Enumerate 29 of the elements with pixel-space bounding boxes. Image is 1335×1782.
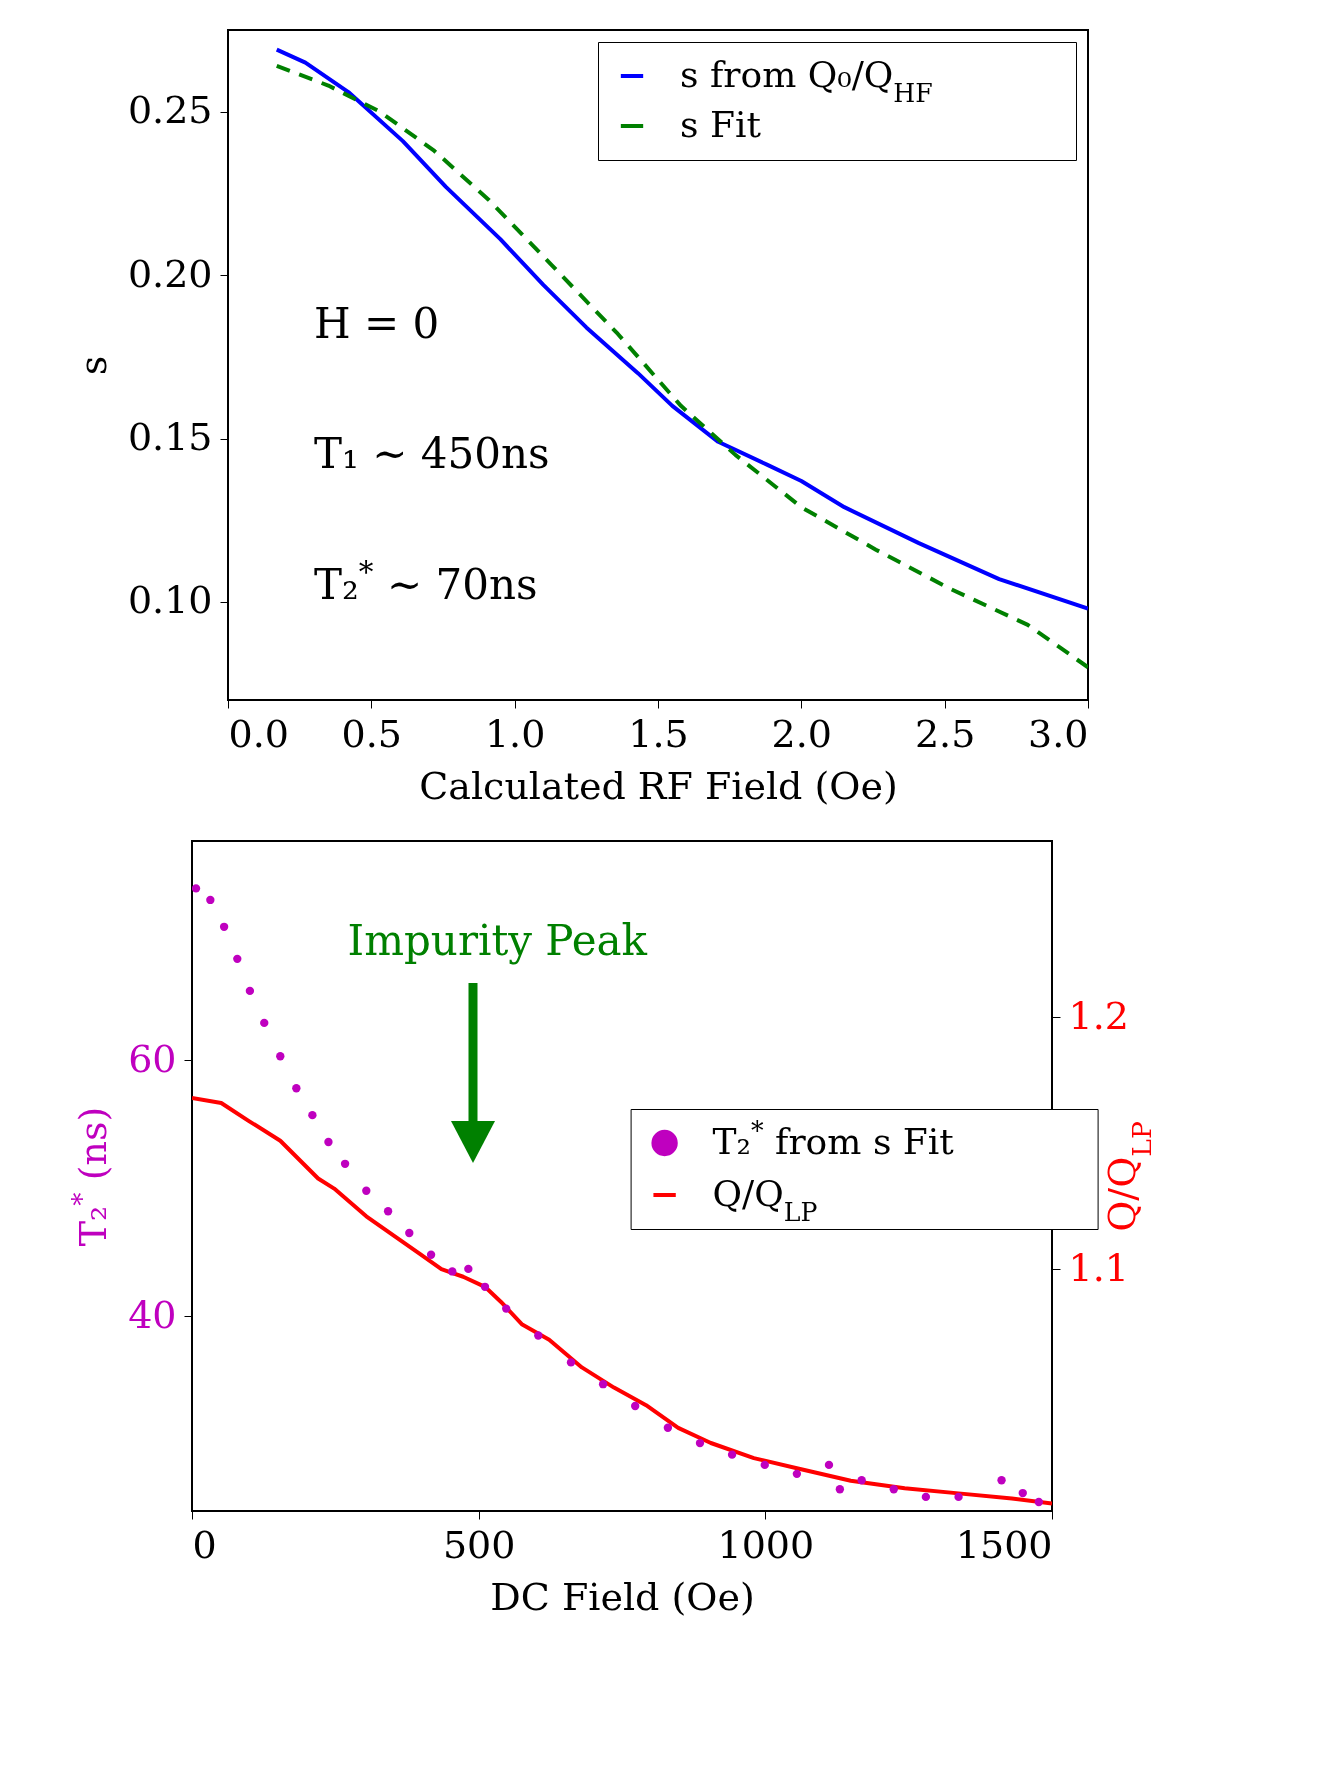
line-series [192,1095,1052,1506]
x-tick-label: 2.0 [771,711,833,756]
y-axis-title: s [70,355,115,376]
y-tick-label: 0.10 [127,578,213,623]
x-tick-label: 0.5 [341,711,403,756]
y2-tick-label: 1.1 [1068,1245,1129,1290]
x-tick-label: 1.5 [628,711,689,756]
y-tick-label: 60 [128,1036,177,1081]
legend-label: T₂$^{*}$ from s Fit [712,1116,955,1162]
annotation: T₁ ∼ 450ns [314,429,550,479]
x-tick-label: 0.0 [228,711,289,756]
y2-tick-label: 1.2 [1068,993,1129,1038]
y-tick-label: 0.25 [127,88,213,133]
x-tick-label: 3.0 [1028,711,1089,756]
x-axis-title: Calculated RF Field (Oe) [419,763,898,808]
y-tick-label: 0.20 [127,251,213,296]
y-tick-label: 40 [128,1292,177,1337]
y-tick-label: 0.15 [127,415,213,460]
x-tick-label: 1500 [955,1522,1053,1567]
annotation: T₂$^{*}$ ∼ 70ns [314,555,538,610]
annotation: H = 0 [314,298,440,348]
x-tick-label: 500 [442,1522,516,1567]
x-tick-label: 0 [192,1522,217,1567]
x-axis-title: DC Field (Oe) [490,1574,755,1619]
x-tick-label: 1.0 [484,711,546,756]
x-tick-label: 2.5 [914,711,976,756]
x-tick-label: 1000 [717,1522,815,1567]
annotation: Impurity Peak [347,915,648,965]
legend-label: Q/Q$_{LP}$ [712,1173,818,1227]
